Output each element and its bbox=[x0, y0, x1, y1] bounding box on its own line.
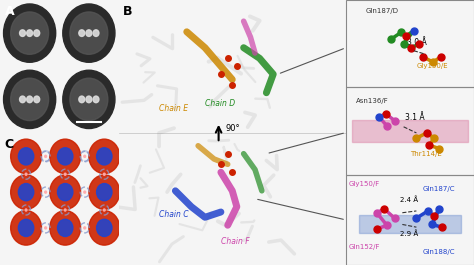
Text: 3.0 Å: 3.0 Å bbox=[407, 38, 426, 47]
Circle shape bbox=[34, 30, 40, 36]
Circle shape bbox=[86, 30, 92, 36]
Circle shape bbox=[97, 148, 112, 165]
Circle shape bbox=[45, 155, 46, 157]
Text: Gln187/C: Gln187/C bbox=[423, 186, 456, 192]
Circle shape bbox=[3, 4, 56, 62]
Circle shape bbox=[50, 211, 81, 245]
Circle shape bbox=[70, 12, 108, 54]
Circle shape bbox=[3, 70, 56, 129]
Circle shape bbox=[10, 211, 42, 245]
Circle shape bbox=[84, 155, 86, 157]
Circle shape bbox=[57, 183, 73, 201]
Circle shape bbox=[50, 175, 81, 209]
Circle shape bbox=[97, 219, 112, 236]
Text: C: C bbox=[5, 138, 14, 151]
Text: Gln188/C: Gln188/C bbox=[423, 249, 456, 255]
Circle shape bbox=[86, 96, 92, 103]
Text: 2.4 Å: 2.4 Å bbox=[400, 196, 418, 203]
Circle shape bbox=[27, 96, 33, 103]
Text: Chain F: Chain F bbox=[221, 237, 249, 246]
Circle shape bbox=[27, 30, 33, 36]
Circle shape bbox=[10, 12, 49, 54]
Circle shape bbox=[103, 209, 105, 211]
Circle shape bbox=[89, 175, 119, 209]
Circle shape bbox=[45, 227, 46, 229]
Circle shape bbox=[10, 175, 42, 209]
Circle shape bbox=[57, 219, 73, 236]
Circle shape bbox=[84, 227, 86, 229]
Circle shape bbox=[25, 173, 27, 175]
Circle shape bbox=[18, 219, 34, 236]
Text: Gly150/F: Gly150/F bbox=[348, 181, 380, 187]
Text: Gln152/F: Gln152/F bbox=[348, 244, 380, 250]
Circle shape bbox=[84, 191, 86, 193]
Text: Chain E: Chain E bbox=[159, 104, 189, 113]
Circle shape bbox=[93, 30, 99, 36]
Circle shape bbox=[50, 139, 81, 174]
Circle shape bbox=[57, 148, 73, 165]
Circle shape bbox=[64, 173, 66, 175]
Text: Asn136/F: Asn136/F bbox=[356, 98, 389, 104]
Text: Chain D: Chain D bbox=[205, 99, 235, 108]
Circle shape bbox=[93, 96, 99, 103]
Circle shape bbox=[63, 4, 115, 62]
Circle shape bbox=[18, 148, 34, 165]
Circle shape bbox=[89, 139, 119, 174]
Circle shape bbox=[79, 30, 85, 36]
Circle shape bbox=[70, 78, 108, 121]
Text: Gly150/E: Gly150/E bbox=[416, 63, 448, 69]
Text: 3.1 Å: 3.1 Å bbox=[405, 113, 425, 122]
Circle shape bbox=[25, 209, 27, 211]
Text: A: A bbox=[5, 5, 14, 18]
Circle shape bbox=[19, 30, 26, 36]
Circle shape bbox=[63, 70, 115, 129]
Circle shape bbox=[45, 191, 46, 193]
Circle shape bbox=[10, 139, 42, 174]
Text: B: B bbox=[123, 5, 133, 18]
Circle shape bbox=[19, 96, 26, 103]
Text: 90°: 90° bbox=[226, 124, 240, 133]
Circle shape bbox=[64, 209, 66, 211]
Circle shape bbox=[103, 173, 105, 175]
Circle shape bbox=[79, 96, 85, 103]
FancyArrow shape bbox=[352, 120, 467, 142]
Text: 2.9 Å: 2.9 Å bbox=[400, 231, 418, 237]
Text: Chain C: Chain C bbox=[159, 210, 189, 219]
Circle shape bbox=[34, 96, 40, 103]
FancyArrow shape bbox=[359, 215, 461, 233]
Text: Gln187/D: Gln187/D bbox=[365, 8, 398, 14]
Circle shape bbox=[89, 211, 119, 245]
Circle shape bbox=[10, 78, 49, 121]
Text: Thr114/E: Thr114/E bbox=[410, 151, 442, 157]
Circle shape bbox=[97, 183, 112, 201]
Circle shape bbox=[18, 183, 34, 201]
